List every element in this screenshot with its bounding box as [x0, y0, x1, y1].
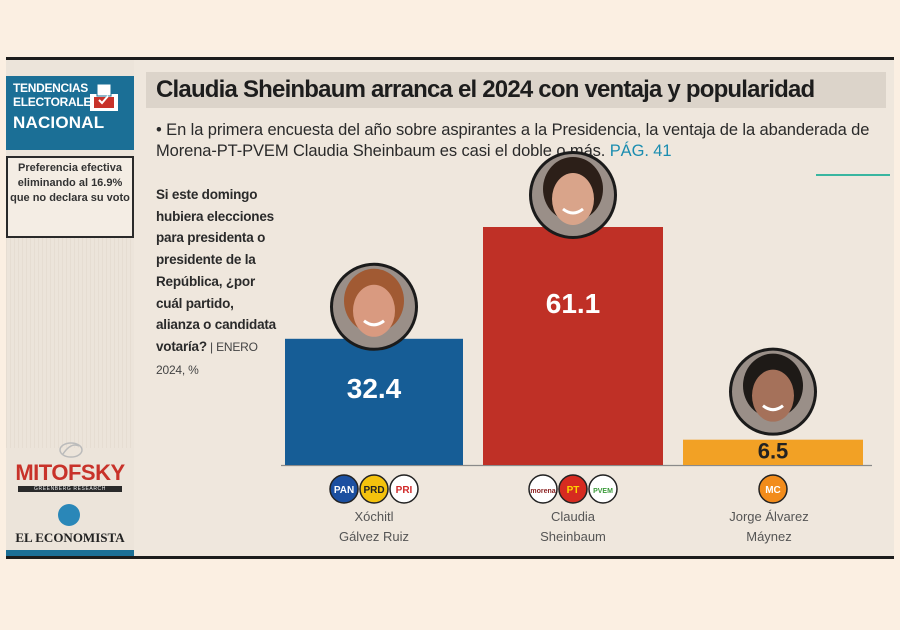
bar-group: 32.4 PAN PRD PRI Xóchitl Gálvez Ruiz: [285, 262, 463, 544]
subheadline: • En la primera encuesta del año sobre a…: [156, 120, 886, 162]
ballot-box-icon: [90, 83, 118, 111]
subheadline-text: • En la primera encuesta del año sobre a…: [156, 121, 870, 160]
mitofsky-logo-icon: [59, 442, 83, 458]
mitofsky-logo: MITOFSKY GREENBERG RESEARCH: [6, 455, 134, 492]
portrait-smile: [762, 404, 784, 412]
bar-group: 61.1 morena PT PVEM Claudia Sheinbaum: [483, 151, 663, 544]
candidate-name: Claudia: [551, 509, 596, 524]
portrait-face: [552, 173, 594, 225]
party-logo-circle: [528, 474, 558, 504]
party-logo-circle: [389, 474, 419, 504]
party-logo-circle: [359, 474, 389, 504]
party-logo-circle: [588, 474, 618, 504]
party-logo-label: PAN: [334, 485, 354, 496]
party-logo: PT: [558, 474, 588, 504]
bar-value-label: 6.5: [758, 439, 789, 464]
methodology-note: Preferencia efectiva eliminando al 16.9%…: [6, 156, 134, 238]
candidate-portrait: [729, 347, 817, 436]
candidate-portrait: [529, 151, 617, 239]
page-reference: PÁG. 41: [609, 142, 672, 160]
candidate-name: Sheinbaum: [540, 529, 606, 544]
economista-logo-icon: [58, 504, 80, 526]
question-text: Si este domingo hubiera elecciones para …: [156, 187, 276, 354]
portrait-smile: [562, 207, 584, 215]
title-bar: Claudia Sheinbaum arranca el 2024 con ve…: [146, 72, 886, 108]
bar-chart: 32.4 PAN PRD PRI Xóchitl Gálvez Ruiz 61.1 moren…: [281, 151, 872, 544]
candidate-name: Xóchitl: [354, 509, 393, 524]
economista-wordmark: EL ECONOMISTA: [15, 530, 125, 545]
decorative-pattern: [6, 238, 134, 448]
candidate-name: Gálvez Ruiz: [339, 529, 409, 544]
party-logo-label: PRI: [396, 485, 413, 496]
party-logo: PRI: [389, 474, 419, 504]
survey-source: | ENERO 2024, %: [156, 339, 258, 377]
mitofsky-tagline: GREENBERG RESEARCH: [18, 486, 122, 492]
infographic-frame: TENDENCIAS ELECTORALES NACIONAL Preferen…: [6, 57, 894, 559]
bar: [285, 338, 463, 465]
portrait-smile: [363, 319, 385, 327]
party-logo: PRD: [359, 474, 389, 504]
bar-group: 6.5 MC Jorge Álvarez Máynez: [683, 347, 863, 544]
candidate-name: Jorge Álvarez: [729, 509, 808, 524]
candidate-portrait: [330, 262, 418, 351]
brand-header: TENDENCIAS ELECTORALES NACIONAL: [6, 76, 134, 150]
bar: [483, 227, 663, 465]
party-logo: morena: [528, 474, 558, 504]
party-logo: PVEM: [588, 474, 618, 504]
party-logo-label: PVEM: [593, 488, 613, 495]
mitofsky-wordmark: MITOFSKY: [15, 460, 125, 485]
portrait-face: [752, 369, 794, 422]
subheadline-rule: [816, 174, 890, 176]
party-logo: PAN: [329, 474, 359, 504]
bar-value-label: 61.1: [546, 288, 601, 319]
candidate-name: Máynez: [746, 529, 792, 544]
party-logo-circle: [758, 474, 788, 504]
party-logo-label: MC: [765, 485, 781, 496]
sidebar: TENDENCIAS ELECTORALES NACIONAL Preferen…: [6, 60, 134, 556]
party-logo-label: PRD: [363, 485, 384, 496]
survey-question: Si este domingo hubiera elecciones para …: [156, 184, 276, 381]
party-logo: MC: [758, 474, 788, 504]
brand-line-3: NACIONAL: [13, 113, 105, 132]
party-logo-label: morena: [530, 488, 555, 495]
portrait-face: [353, 284, 395, 337]
brand-line-2: ELECTORALES: [13, 95, 99, 109]
sidebar-footer-bar: [6, 550, 134, 556]
bar-value-label: 32.4: [347, 373, 402, 404]
brand-line-1: TENDENCIAS: [13, 81, 89, 95]
party-logo-label: PT: [567, 485, 580, 496]
party-logo-circle: [329, 474, 359, 504]
party-logo-circle: [558, 474, 588, 504]
headline: Claudia Sheinbaum arranca el 2024 con ve…: [156, 76, 815, 103]
bar: [683, 439, 863, 465]
